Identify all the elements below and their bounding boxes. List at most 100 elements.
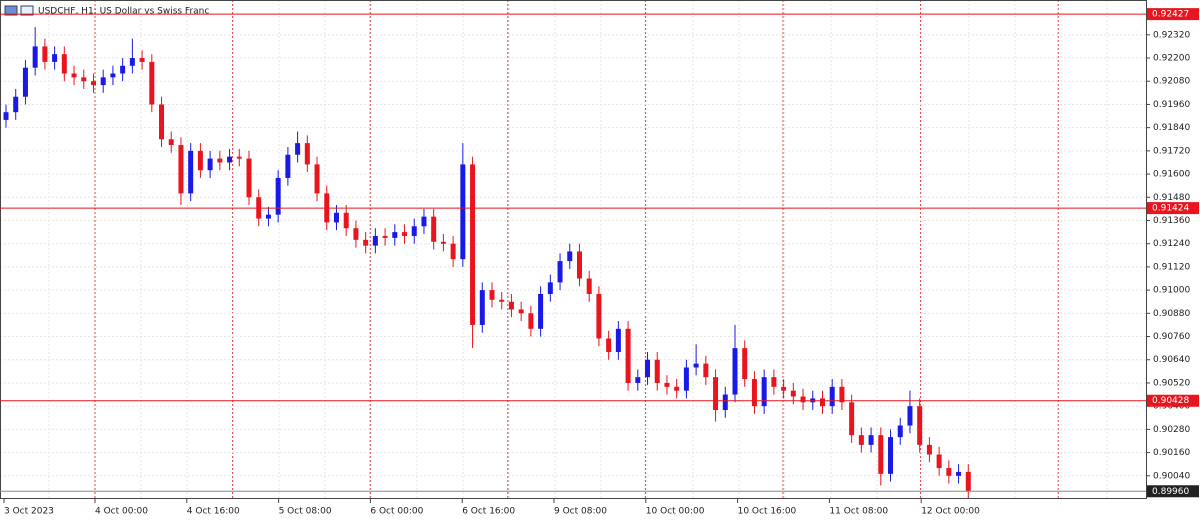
- candle-body: [149, 61, 155, 105]
- candle-body: [606, 338, 612, 353]
- candle-body: [265, 214, 271, 219]
- candle-body: [295, 143, 301, 155]
- candle-body: [71, 73, 77, 78]
- candle-body: [790, 390, 796, 397]
- candle-body: [333, 212, 339, 223]
- grid: [0, 0, 1146, 499]
- y-tick-label: 0.91480: [1153, 193, 1190, 203]
- x-tick-label: 3 Oct 2023: [4, 507, 54, 517]
- candle-body: [946, 468, 952, 476]
- candle-body: [372, 235, 378, 246]
- candle-body: [518, 309, 524, 314]
- candle-body: [168, 139, 174, 146]
- candle-body: [926, 444, 932, 455]
- candle-body: [314, 164, 320, 194]
- candle-body: [178, 145, 184, 194]
- y-tick-label: 0.91240: [1153, 239, 1190, 249]
- y-tick-label: 0.90760: [1153, 332, 1190, 342]
- candle-body: [849, 402, 855, 436]
- candle-body: [159, 104, 165, 140]
- y-tick-label: 0.92080: [1153, 77, 1190, 87]
- candle-body: [897, 425, 903, 438]
- candle-body: [392, 232, 398, 238]
- candle-body: [304, 143, 310, 165]
- candle-body: [674, 386, 680, 391]
- y-tick-label: 0.90040: [1153, 471, 1190, 481]
- symbol-icon: [4, 5, 18, 16]
- candle-body: [90, 81, 96, 86]
- current-price-label: 0.89960: [1152, 487, 1189, 497]
- candle-body: [197, 150, 203, 171]
- candle-body: [246, 158, 252, 198]
- candle-body: [120, 65, 126, 74]
- candle-body: [654, 359, 660, 383]
- candle-body: [635, 377, 641, 383]
- candle-body: [499, 299, 505, 302]
- symbol-icon: [20, 5, 34, 16]
- candle-body: [431, 216, 437, 242]
- candle-body: [227, 156, 233, 163]
- candle-body: [402, 232, 408, 236]
- candle-body: [771, 377, 777, 387]
- level-label-bg: [1147, 202, 1199, 215]
- candle-body: [781, 386, 787, 391]
- candle-body: [382, 235, 388, 238]
- y-tick-label: 0.91960: [1153, 100, 1190, 110]
- x-tick-label: 6 Oct 00:00: [370, 507, 423, 517]
- candle-body: [858, 435, 864, 445]
- level-label: 0.92427: [1152, 10, 1189, 20]
- candle-body: [411, 226, 417, 236]
- y-tick-label: 0.90880: [1153, 309, 1190, 319]
- candle-body: [508, 301, 514, 310]
- candle-body: [576, 251, 582, 279]
- candle-body: [936, 454, 942, 469]
- candle-body: [217, 158, 223, 163]
- candle-body: [52, 54, 58, 62]
- candle-body: [440, 241, 446, 244]
- candle-body: [363, 239, 369, 246]
- x-tick-label: 11 Oct 08:00: [829, 507, 888, 517]
- candle-body: [460, 164, 466, 260]
- candle-body: [751, 379, 757, 407]
- candle-body: [625, 328, 631, 383]
- candle-body: [907, 406, 913, 426]
- level-label-bg: [1147, 8, 1199, 21]
- candle-body: [596, 293, 602, 339]
- candle-body: [567, 251, 573, 262]
- level-label-bg: [1147, 394, 1199, 407]
- candle-body: [839, 386, 845, 403]
- candle-body: [236, 156, 242, 159]
- candle-body: [956, 471, 962, 476]
- candle-body: [917, 406, 923, 445]
- candle-body: [713, 377, 719, 411]
- candle-body: [761, 377, 767, 407]
- candle-body: [81, 77, 87, 82]
- candle-body: [61, 54, 67, 74]
- candle-body: [489, 290, 495, 300]
- candle-body: [285, 154, 291, 178]
- x-tick-label: 9 Oct 08:00: [554, 507, 607, 517]
- candle-body: [139, 58, 145, 62]
- y-tick-label: 0.91360: [1153, 216, 1190, 226]
- y-tick-label: 0.90160: [1153, 448, 1190, 458]
- x-tick-label: 4 Oct 16:00: [187, 507, 240, 517]
- y-tick-label: 0.91720: [1153, 146, 1190, 156]
- y-tick-label: 0.90640: [1153, 355, 1190, 365]
- candle-body: [479, 290, 485, 325]
- candle-body: [722, 394, 728, 411]
- candle-body: [547, 282, 553, 294]
- candle-body: [528, 313, 534, 329]
- candle-body: [829, 386, 835, 407]
- candle-body: [42, 46, 48, 62]
- candle-body: [615, 328, 621, 353]
- candle-body: [732, 348, 738, 395]
- candle-body: [683, 367, 689, 391]
- candle-body: [888, 437, 894, 474]
- candle-body: [878, 435, 884, 474]
- y-tick-label: 0.91000: [1153, 286, 1190, 296]
- level-label: 0.90428: [1152, 396, 1189, 406]
- candle-body: [353, 228, 359, 240]
- candle-body: [450, 243, 456, 260]
- x-tick-label: 4 Oct 00:00: [95, 507, 148, 517]
- x-tick-label: 5 Oct 08:00: [279, 507, 332, 517]
